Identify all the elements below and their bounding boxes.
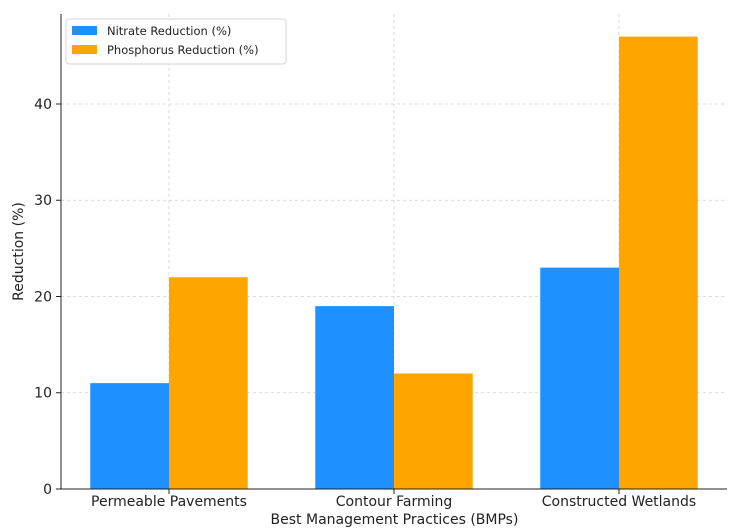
legend-box (65, 18, 287, 65)
legend-label-phosphorus: Phosphorus Reduction (%) (107, 43, 259, 57)
bars (90, 36, 698, 489)
axis-ticks: 0 10 20 30 40 Permeable Pavements Contour Farm… (34, 97, 696, 510)
y-tick-label: 0 (43, 482, 52, 498)
y-tick-label: 40 (34, 97, 52, 113)
y-tick-label: 30 (34, 193, 52, 209)
bar-phosphorus (619, 36, 698, 489)
legend: Nitrate Reduction (%) Phosphorus Reducti… (65, 18, 287, 65)
legend-swatch-phosphorus (72, 45, 97, 54)
y-tick-label: 20 (34, 289, 52, 305)
x-tick-label: Constructed Wetlands (542, 494, 696, 510)
bar-phosphorus (169, 277, 248, 489)
bar-nitrate (315, 306, 394, 489)
x-tick-label: Permeable Pavements (91, 494, 247, 510)
legend-swatch-nitrate (72, 26, 97, 35)
x-axis-label: Best Management Practices (BMPs) (271, 512, 519, 528)
legend-label-nitrate: Nitrate Reduction (%) (107, 24, 231, 38)
x-tick-label: Contour Farming (336, 494, 453, 510)
bar-nitrate (90, 383, 169, 489)
y-axis-label: Reduction (%) (11, 202, 27, 301)
bar-phosphorus (394, 373, 473, 489)
bar-nitrate (540, 267, 619, 489)
y-tick-label: 10 (34, 386, 52, 402)
